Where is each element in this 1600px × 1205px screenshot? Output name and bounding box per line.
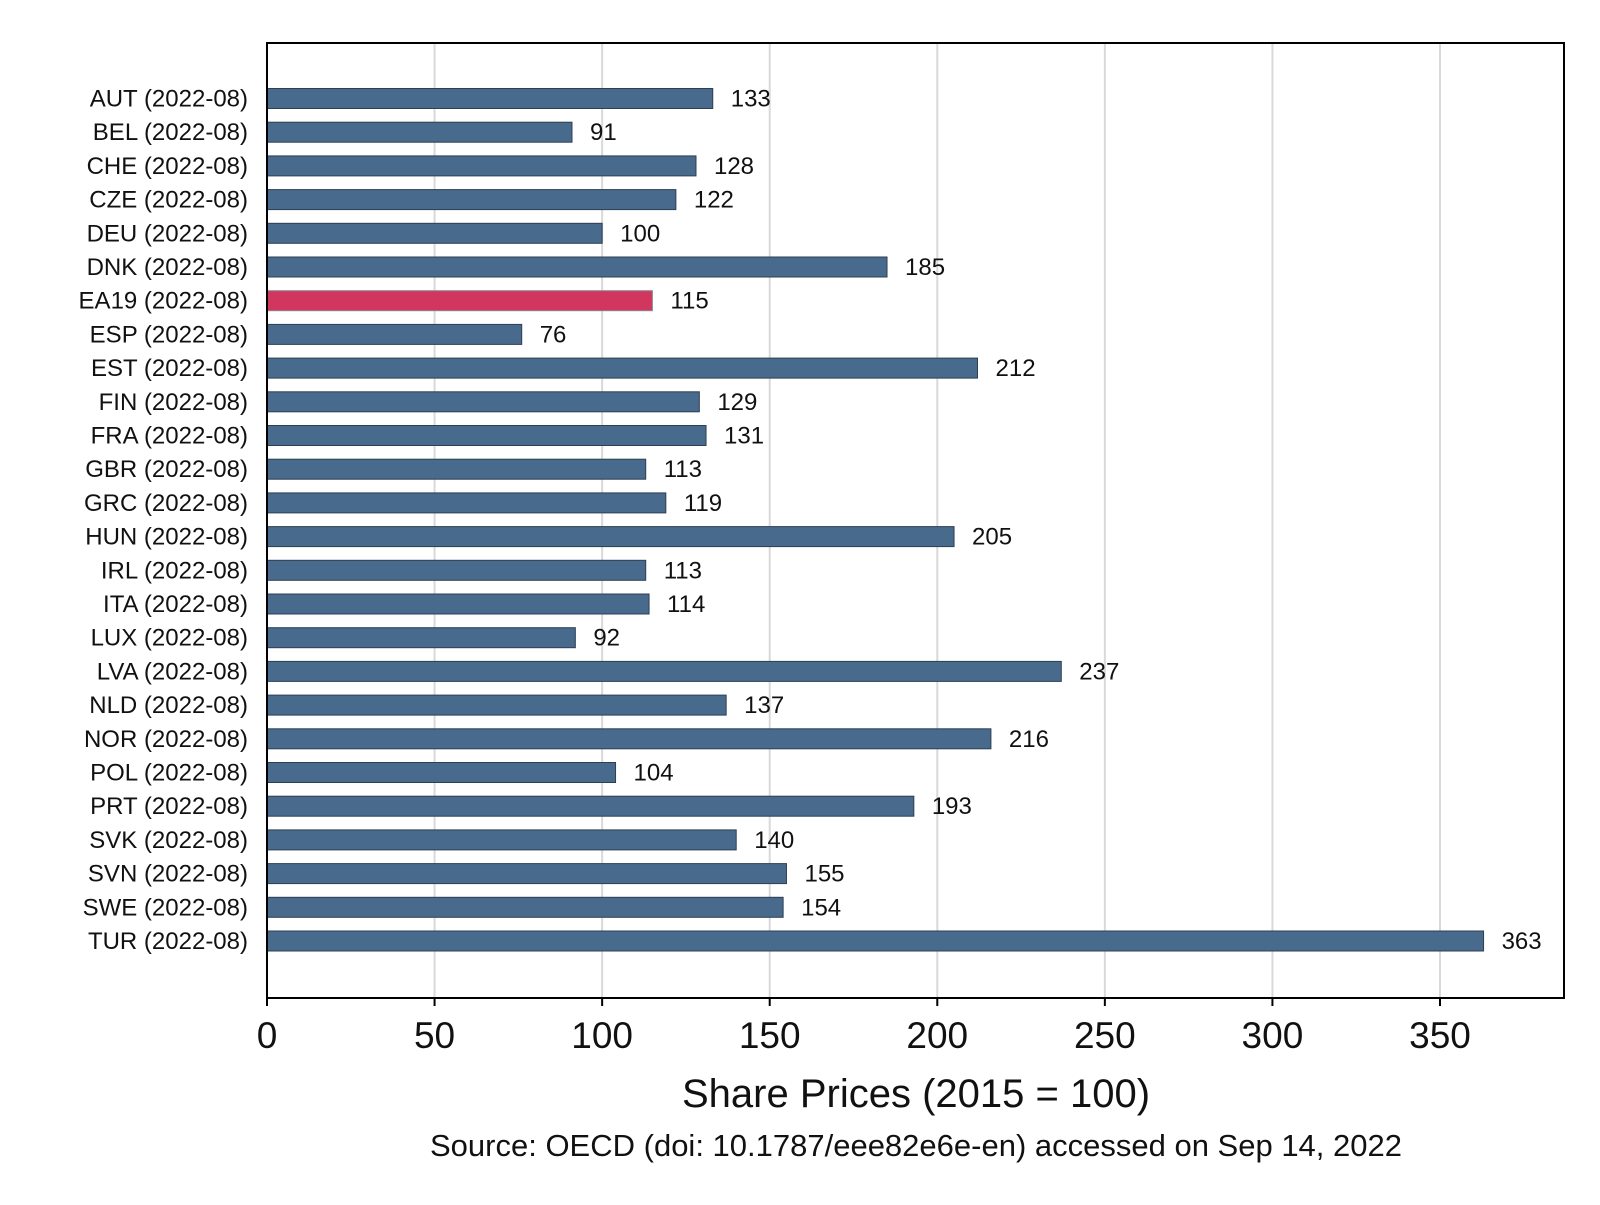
data-label: 185: [905, 254, 945, 281]
bar: [266, 121, 573, 143]
data-label: 193: [932, 793, 972, 820]
category-label: EST (2022-08): [91, 355, 248, 382]
category-label: SVK (2022-08): [89, 827, 248, 854]
category-label: SVN (2022-08): [88, 861, 248, 888]
bar: [266, 593, 650, 615]
category-label: FRA (2022-08): [91, 423, 248, 450]
data-label: 216: [1009, 726, 1049, 753]
x-axis-ticks: 0 50 100 150 200 250 300 350: [257, 998, 1471, 1056]
bar: [266, 492, 667, 514]
bar: [266, 189, 677, 211]
data-label: 129: [717, 389, 757, 416]
category-label: EA19 (2022-08): [79, 288, 248, 315]
category-label: HUN (2022-08): [85, 524, 248, 551]
category-labels: AUT (2022-08) BEL (2022-08) CHE (2022-08) C…: [79, 86, 248, 956]
data-label: 133: [731, 86, 771, 113]
category-label: TUR (2022-08): [88, 928, 248, 955]
data-label: 104: [634, 760, 674, 787]
x-tick-label: 200: [906, 1015, 968, 1056]
category-label: POL (2022-08): [90, 760, 248, 787]
data-label: 128: [714, 153, 754, 180]
data-label: 119: [684, 490, 722, 517]
category-label: CHE (2022-08): [87, 153, 248, 180]
x-tick-label: 100: [571, 1015, 633, 1056]
plot-frame: [266, 42, 1565, 999]
category-label: ITA (2022-08): [103, 591, 248, 618]
bar: [266, 627, 576, 649]
data-label: 76: [540, 321, 567, 348]
bar: [266, 762, 617, 783]
bar: [266, 357, 979, 379]
category-label: FIN (2022-08): [99, 389, 248, 416]
data-label: 122: [694, 187, 734, 214]
category-label: NLD (2022-08): [89, 692, 248, 719]
x-tick-label: 250: [1074, 1015, 1136, 1056]
data-label: 131: [724, 423, 764, 450]
bar: [266, 694, 727, 716]
x-axis-title: Share Prices (2015 = 100): [682, 1072, 1150, 1116]
bar: [266, 795, 915, 817]
bar: [266, 660, 1062, 682]
category-label: DNK (2022-08): [87, 254, 248, 281]
data-labels: 133 91 128 122 100 185 115 76 212 129 131 113 119 205…: [540, 86, 1542, 956]
x-tick-label: 50: [414, 1015, 455, 1056]
data-label: 115: [670, 288, 708, 315]
category-label: DEU (2022-08): [87, 220, 248, 247]
bar: [266, 88, 714, 109]
bar: [266, 930, 1485, 952]
bar: [266, 391, 700, 413]
category-label: GBR (2022-08): [85, 456, 248, 483]
bar: [266, 425, 707, 446]
data-label: 137: [744, 692, 784, 719]
data-label: 140: [754, 827, 794, 854]
category-label: GRC (2022-08): [84, 490, 248, 517]
category-label: ESP (2022-08): [90, 321, 248, 348]
category-label: NOR (2022-08): [84, 726, 248, 753]
category-label: PRT (2022-08): [90, 793, 248, 820]
data-label: 154: [801, 894, 841, 921]
source-note: Source: OECD (doi: 10.1787/eee82e6e-en) …: [430, 1128, 1402, 1163]
category-label: AUT (2022-08): [90, 86, 248, 113]
bar: [266, 863, 787, 885]
category-label: LVA (2022-08): [97, 658, 248, 685]
bar: [266, 323, 523, 345]
bar: [266, 222, 603, 244]
bar: [266, 829, 737, 851]
data-label: 92: [593, 625, 620, 652]
bar: [266, 896, 784, 918]
data-label: 100: [620, 220, 660, 247]
data-label: 113: [664, 456, 702, 483]
bar: [266, 728, 992, 750]
x-tick-label: 0: [257, 1015, 278, 1056]
data-label: 114: [667, 591, 705, 618]
data-label: 212: [996, 355, 1036, 382]
data-label: 155: [804, 861, 844, 888]
x-tick-label: 350: [1409, 1015, 1471, 1056]
category-label: SWE (2022-08): [83, 894, 248, 921]
bar: [266, 458, 647, 480]
category-label: IRL (2022-08): [101, 557, 248, 584]
category-label: BEL (2022-08): [93, 119, 248, 146]
category-label: CZE (2022-08): [89, 187, 248, 214]
bar: [266, 256, 888, 278]
bar: [266, 155, 697, 177]
bar: [266, 290, 653, 312]
x-tick-label: 300: [1242, 1015, 1304, 1056]
category-label: LUX (2022-08): [91, 625, 248, 652]
data-label: 91: [590, 119, 617, 146]
data-label: 113: [664, 557, 702, 584]
plot-border: [266, 42, 1565, 999]
data-label: 363: [1502, 928, 1542, 955]
data-label: 205: [972, 524, 1012, 551]
bar: [266, 559, 647, 581]
gridlines: [433, 43, 1441, 998]
bar: [266, 526, 955, 548]
bars: [266, 88, 1485, 952]
data-label: 237: [1079, 658, 1119, 685]
x-tick-label: 150: [739, 1015, 801, 1056]
